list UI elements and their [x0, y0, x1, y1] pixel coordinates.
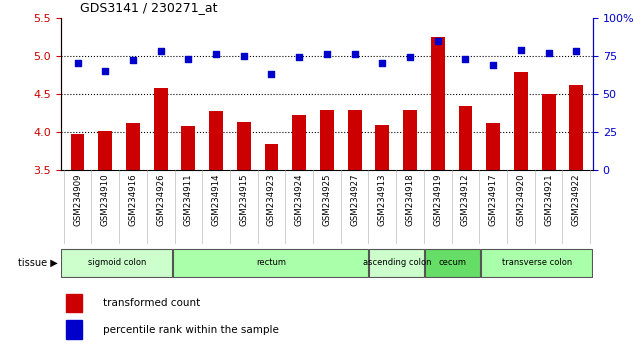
- Point: [516, 47, 526, 52]
- Bar: [154, 88, 167, 170]
- Bar: [71, 134, 85, 170]
- Text: GSM234924: GSM234924: [295, 174, 304, 226]
- Text: sigmoid colon: sigmoid colon: [88, 258, 146, 267]
- Text: cecum: cecum: [439, 258, 467, 267]
- Text: GSM234920: GSM234920: [517, 174, 526, 226]
- Bar: [347, 110, 362, 170]
- Point: [433, 38, 443, 44]
- Point: [349, 51, 360, 57]
- Text: tissue ▶: tissue ▶: [18, 258, 58, 268]
- Text: GSM234922: GSM234922: [572, 174, 581, 226]
- Point: [405, 55, 415, 60]
- Text: GSM234915: GSM234915: [239, 174, 248, 226]
- FancyBboxPatch shape: [369, 249, 424, 277]
- Text: GSM234927: GSM234927: [350, 174, 359, 226]
- Point: [267, 71, 277, 77]
- Bar: [98, 131, 112, 170]
- Text: GSM234910: GSM234910: [101, 174, 110, 226]
- Point: [238, 53, 249, 58]
- Text: GSM234919: GSM234919: [433, 174, 442, 226]
- Bar: [569, 85, 583, 170]
- Point: [100, 68, 110, 74]
- Text: rectum: rectum: [256, 258, 286, 267]
- Text: GSM234925: GSM234925: [322, 174, 331, 226]
- Text: GSM234909: GSM234909: [73, 174, 82, 226]
- Text: GDS3141 / 230271_at: GDS3141 / 230271_at: [80, 1, 218, 14]
- Bar: [237, 122, 251, 170]
- Point: [460, 56, 470, 62]
- Bar: [265, 144, 278, 170]
- Point: [571, 48, 581, 54]
- Text: GSM234917: GSM234917: [488, 174, 497, 226]
- Point: [211, 51, 221, 57]
- Bar: [66, 320, 82, 339]
- FancyBboxPatch shape: [426, 249, 480, 277]
- Point: [377, 61, 387, 66]
- Bar: [126, 124, 140, 170]
- Bar: [376, 125, 389, 170]
- Text: GSM234918: GSM234918: [406, 174, 415, 226]
- Text: transformed count: transformed count: [103, 298, 201, 308]
- Bar: [431, 38, 445, 170]
- Bar: [403, 110, 417, 170]
- Text: GSM234916: GSM234916: [128, 174, 137, 226]
- Text: GSM234912: GSM234912: [461, 174, 470, 226]
- Bar: [458, 106, 472, 170]
- Bar: [292, 115, 306, 170]
- FancyBboxPatch shape: [174, 249, 369, 277]
- FancyBboxPatch shape: [481, 249, 592, 277]
- Text: GSM234921: GSM234921: [544, 174, 553, 226]
- Point: [183, 56, 194, 62]
- Text: percentile rank within the sample: percentile rank within the sample: [103, 325, 279, 335]
- Text: GSM234911: GSM234911: [184, 174, 193, 226]
- Text: GSM234926: GSM234926: [156, 174, 165, 226]
- Text: ascending colon: ascending colon: [363, 258, 431, 267]
- Point: [294, 55, 304, 60]
- Text: GSM234923: GSM234923: [267, 174, 276, 226]
- Point: [128, 57, 138, 63]
- Point: [322, 51, 332, 57]
- Point: [72, 61, 83, 66]
- Text: GSM234913: GSM234913: [378, 174, 387, 226]
- Bar: [542, 94, 556, 170]
- Text: transverse colon: transverse colon: [502, 258, 572, 267]
- Bar: [514, 73, 528, 170]
- Text: GSM234914: GSM234914: [212, 174, 221, 226]
- Point: [488, 62, 498, 68]
- Point: [156, 48, 166, 54]
- Bar: [181, 126, 196, 170]
- Bar: [487, 124, 500, 170]
- FancyBboxPatch shape: [62, 249, 172, 277]
- Point: [544, 50, 554, 56]
- Bar: [320, 110, 334, 170]
- Bar: [209, 111, 223, 170]
- Bar: [66, 294, 82, 312]
